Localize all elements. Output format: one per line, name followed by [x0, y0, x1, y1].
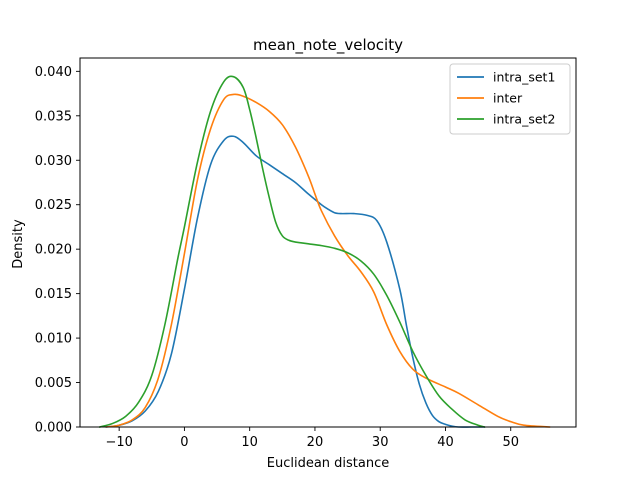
x-tick-label: 0 [180, 435, 188, 450]
chart-title: mean_note_velocity [253, 36, 403, 55]
plot-area [79, 57, 577, 428]
legend-box [449, 63, 571, 135]
legend-label-inter: inter [493, 91, 523, 106]
y-tick-label: 0.010 [35, 332, 72, 347]
y-tick-label: 0.035 [35, 109, 72, 124]
series-line-intra-set1 [105, 135, 486, 428]
series-line-intra-set2 [98, 75, 486, 428]
y-tick-label: 0.030 [35, 154, 72, 169]
x-tick-label: 50 [502, 435, 519, 450]
y-tick-label: 0.020 [35, 243, 72, 258]
axes-frame [79, 57, 577, 428]
legend-label-intra-set2: intra_set2 [493, 112, 555, 127]
x-axis-label: Euclidean distance [267, 456, 390, 471]
y-axis-label: Density [11, 219, 26, 269]
y-tick-label: 0.025 [35, 198, 72, 213]
x-tick-label: 30 [372, 435, 389, 450]
x-tick-label: 20 [307, 435, 324, 450]
legend-label-intra-set1: intra_set1 [493, 70, 555, 85]
series-group [98, 75, 551, 428]
y-tick-label: 0.040 [35, 65, 72, 80]
y-tick-label: 0.000 [35, 421, 72, 436]
x-tick-label: −10 [105, 435, 132, 450]
series-line-inter [105, 93, 551, 428]
y-tick-label: 0.015 [35, 287, 72, 302]
y-axis-ticks: 0.000 0.005 0.010 0.015 0.020 0.025 0.030 0.035… [35, 65, 80, 436]
x-axis-ticks: −10 0 10 20 30 40 50 [105, 427, 519, 450]
y-tick-label: 0.005 [35, 376, 72, 391]
x-tick-label: 40 [437, 435, 454, 450]
x-tick-label: 10 [241, 435, 258, 450]
